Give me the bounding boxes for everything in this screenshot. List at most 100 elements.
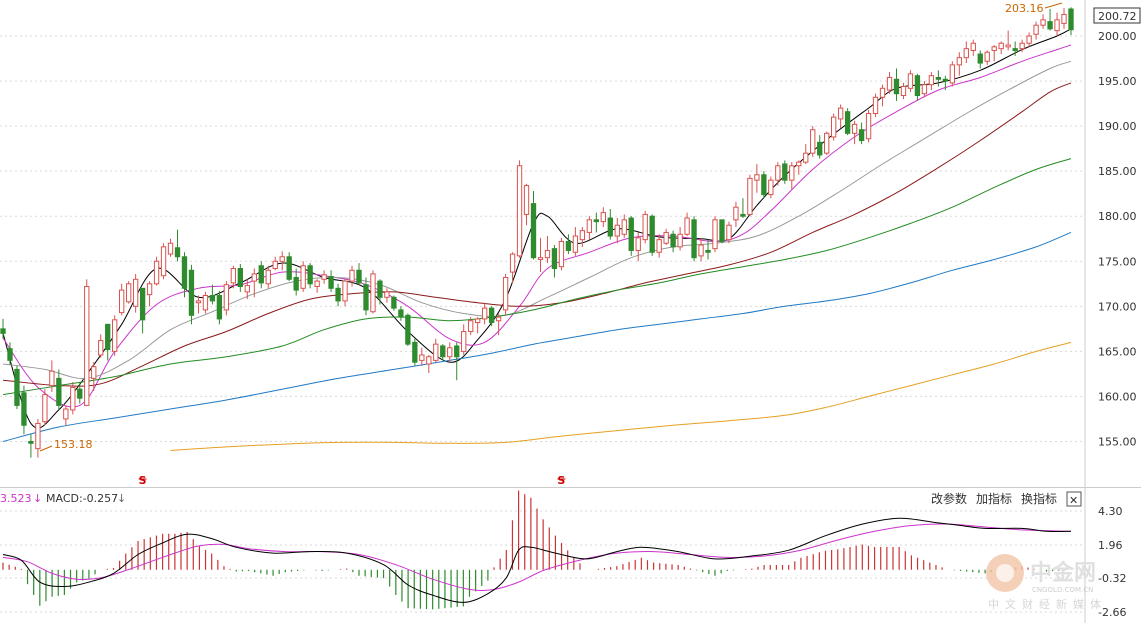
candle — [370, 270, 376, 314]
candle — [63, 405, 69, 426]
price-tick-label: 170.00 — [1098, 300, 1137, 313]
candle — [817, 135, 823, 159]
candle — [796, 160, 802, 175]
ma-line-4 — [2, 82, 1072, 387]
candle — [0, 318, 6, 339]
candle — [70, 381, 76, 415]
candle — [789, 162, 795, 190]
candle — [426, 354, 432, 373]
candle — [803, 144, 809, 164]
candle — [56, 369, 62, 410]
candle — [279, 251, 285, 271]
candle — [7, 342, 13, 365]
candle — [272, 256, 278, 271]
candle — [572, 227, 579, 256]
candle — [600, 207, 606, 228]
candle — [160, 243, 167, 280]
price-tick-label: 180.00 — [1098, 210, 1137, 223]
candle — [593, 212, 599, 233]
candle — [181, 252, 188, 298]
candle — [1026, 32, 1032, 47]
candle — [202, 291, 209, 314]
candle — [475, 317, 481, 334]
price-tick-label: 185.00 — [1098, 165, 1137, 178]
candle — [733, 201, 739, 228]
candle — [91, 362, 97, 392]
candle — [314, 279, 320, 293]
candle — [391, 295, 397, 311]
candle — [21, 385, 27, 435]
last-price-label: 200.72 — [1098, 10, 1137, 23]
ma-line-2 — [2, 44, 1072, 408]
candle — [956, 52, 962, 76]
candle — [928, 72, 935, 91]
macd-dif-line — [2, 517, 1072, 603]
candle — [963, 41, 969, 64]
candle — [719, 219, 725, 244]
candle — [761, 171, 767, 199]
candle — [977, 50, 983, 69]
switch-indicator-button[interactable]: 换指标 — [1021, 491, 1057, 506]
candle — [831, 113, 837, 141]
candle — [712, 216, 718, 253]
moving-average-lines — [2, 28, 1072, 451]
candle — [258, 261, 264, 289]
candle — [677, 227, 683, 251]
candle — [405, 313, 411, 346]
params-button[interactable]: 改参数 — [931, 491, 967, 506]
macd-panel: 4.30 1.96 -0.32 -2.66 3.523 ↓ MACD:-0.257 ↓… — [0, 490, 1126, 619]
candle — [691, 216, 697, 262]
candle — [447, 342, 453, 363]
candle — [35, 418, 41, 458]
candle — [1068, 7, 1074, 36]
candle — [28, 434, 34, 458]
watermark-name: 中金网 — [1030, 560, 1096, 586]
add-indicator-button[interactable]: 加指标 — [976, 491, 1012, 506]
candle — [754, 163, 760, 193]
candle — [1012, 41, 1018, 56]
candle — [342, 279, 348, 307]
last-price-box — [1093, 7, 1141, 24]
candle — [488, 306, 495, 327]
candle — [328, 270, 334, 292]
price-tick-label: 155.00 — [1098, 435, 1137, 448]
candle — [384, 288, 390, 303]
candle — [621, 214, 627, 238]
candle — [209, 284, 216, 305]
price-grid — [0, 35, 1085, 442]
high-price-label: 203.16 — [1005, 2, 1044, 15]
candle — [705, 239, 711, 260]
candle — [433, 338, 439, 363]
candle — [544, 236, 551, 264]
candle — [412, 338, 418, 366]
candle — [586, 216, 593, 240]
candle — [237, 263, 243, 292]
signal-mark: S — [139, 474, 147, 487]
candle — [663, 228, 669, 246]
candle — [893, 68, 900, 101]
candle — [782, 160, 788, 184]
candle — [84, 279, 90, 406]
high-price-arrow — [1044, 2, 1063, 9]
close-button[interactable] — [1066, 491, 1082, 507]
candle — [628, 216, 634, 256]
candle — [614, 218, 620, 244]
close-icon: ✕ — [1069, 494, 1078, 507]
macd-tick-label: -2.66 — [1098, 606, 1126, 619]
candle — [1061, 8, 1067, 29]
candle — [907, 70, 914, 92]
candle — [670, 230, 676, 253]
candle — [363, 277, 369, 316]
candle — [139, 287, 146, 334]
ma-line-7 — [170, 341, 1072, 451]
candle — [837, 104, 844, 128]
candle — [1019, 39, 1025, 53]
candle — [14, 365, 20, 410]
candle — [935, 70, 942, 87]
candle — [1040, 14, 1046, 29]
candle — [419, 347, 425, 366]
macd-header-value: 3.523 — [0, 492, 32, 505]
candle — [810, 126, 816, 157]
